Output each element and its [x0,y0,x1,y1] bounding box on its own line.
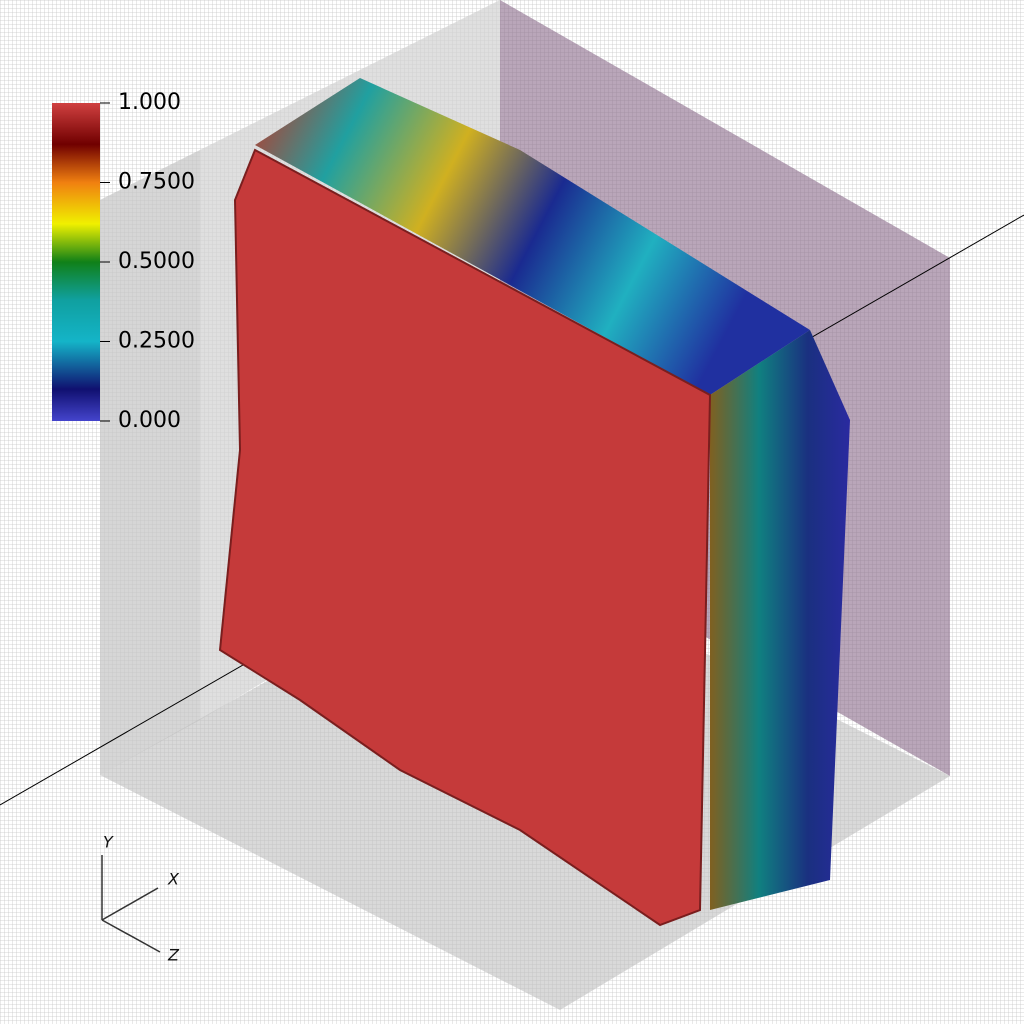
colorbar-tick-label: 0.5000 [118,249,195,274]
colorbar-ticks: 1.000 0.7500 0.5000 0.2500 0.000 [100,90,195,433]
colorbar [52,103,100,421]
colorbar-tick-label: 0.000 [118,408,181,433]
axis-label: X [167,870,180,889]
axis-label: Z [167,946,180,965]
axis-label: Y [103,833,114,852]
axes-triad: Y X Z [101,833,180,965]
colorbar-tick-label: 0.7500 [118,170,195,195]
colorbar-tick-label: 1.000 [118,90,181,115]
volume [218,78,850,927]
colorbar-tick-label: 0.2500 [118,329,195,354]
